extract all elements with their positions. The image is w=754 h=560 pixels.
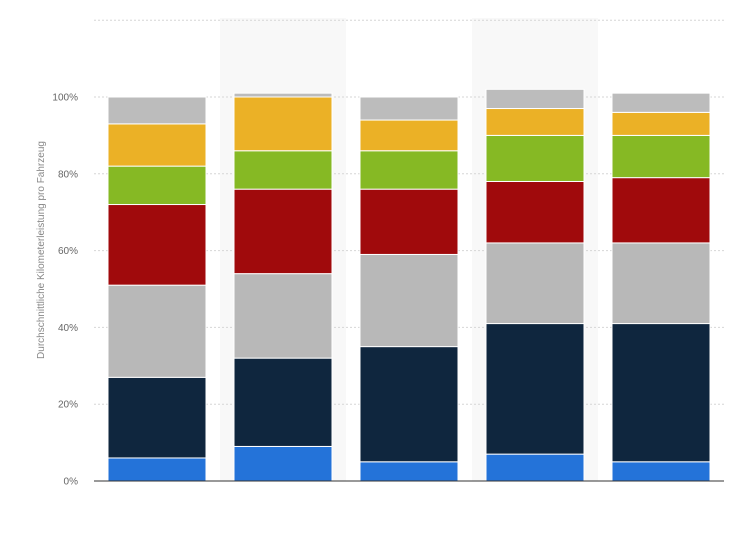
bar-segment [359, 461, 459, 482]
bar-segment [485, 88, 585, 110]
bar-segment [233, 357, 333, 447]
bar-segment [485, 108, 585, 136]
bar-segment [485, 134, 585, 182]
bar-segment [107, 376, 207, 459]
bar-segment [611, 461, 711, 482]
bar-segment [611, 92, 711, 113]
y-tick-label: 80% [58, 169, 78, 180]
bars [107, 88, 711, 482]
bar-segment [359, 253, 459, 348]
bar-segment [485, 453, 585, 482]
bar-segment [107, 165, 207, 206]
bar-segment [107, 96, 207, 125]
y-tick-label: 0% [64, 477, 79, 488]
bar-segment [107, 204, 207, 286]
y-tick-label: 40% [58, 323, 78, 334]
y-tick-label: 100% [52, 93, 78, 104]
bar-segment [233, 150, 333, 190]
y-axis-ticks: 0% 20% 40% 60% 80% 100% [52, 93, 78, 488]
bar-segment [359, 150, 459, 190]
bar-segment [107, 123, 207, 167]
bar-segment [233, 96, 333, 152]
y-tick-label: 60% [58, 246, 78, 257]
bar-segment [233, 92, 333, 98]
bar-segment [359, 346, 459, 463]
y-tick-label: 20% [58, 400, 78, 411]
bar-segment [611, 111, 711, 136]
bar-segment [233, 445, 333, 482]
bar-segment [359, 96, 459, 121]
y-axis-title: Durchschnittliche Kilometerleistung pro … [36, 141, 47, 359]
bar-segment [611, 177, 711, 244]
bar-segment [611, 323, 711, 463]
bar-segment [485, 323, 585, 455]
bar-segment [233, 273, 333, 359]
bar-segment [611, 134, 711, 179]
bar-segment [107, 457, 207, 482]
bar-segment [359, 188, 459, 255]
bar-segment [233, 188, 333, 275]
bar-segment [485, 242, 585, 325]
bar-segment [107, 284, 207, 378]
bar-segment [611, 242, 711, 325]
bar-segment [485, 180, 585, 244]
bar-segment [359, 119, 459, 152]
